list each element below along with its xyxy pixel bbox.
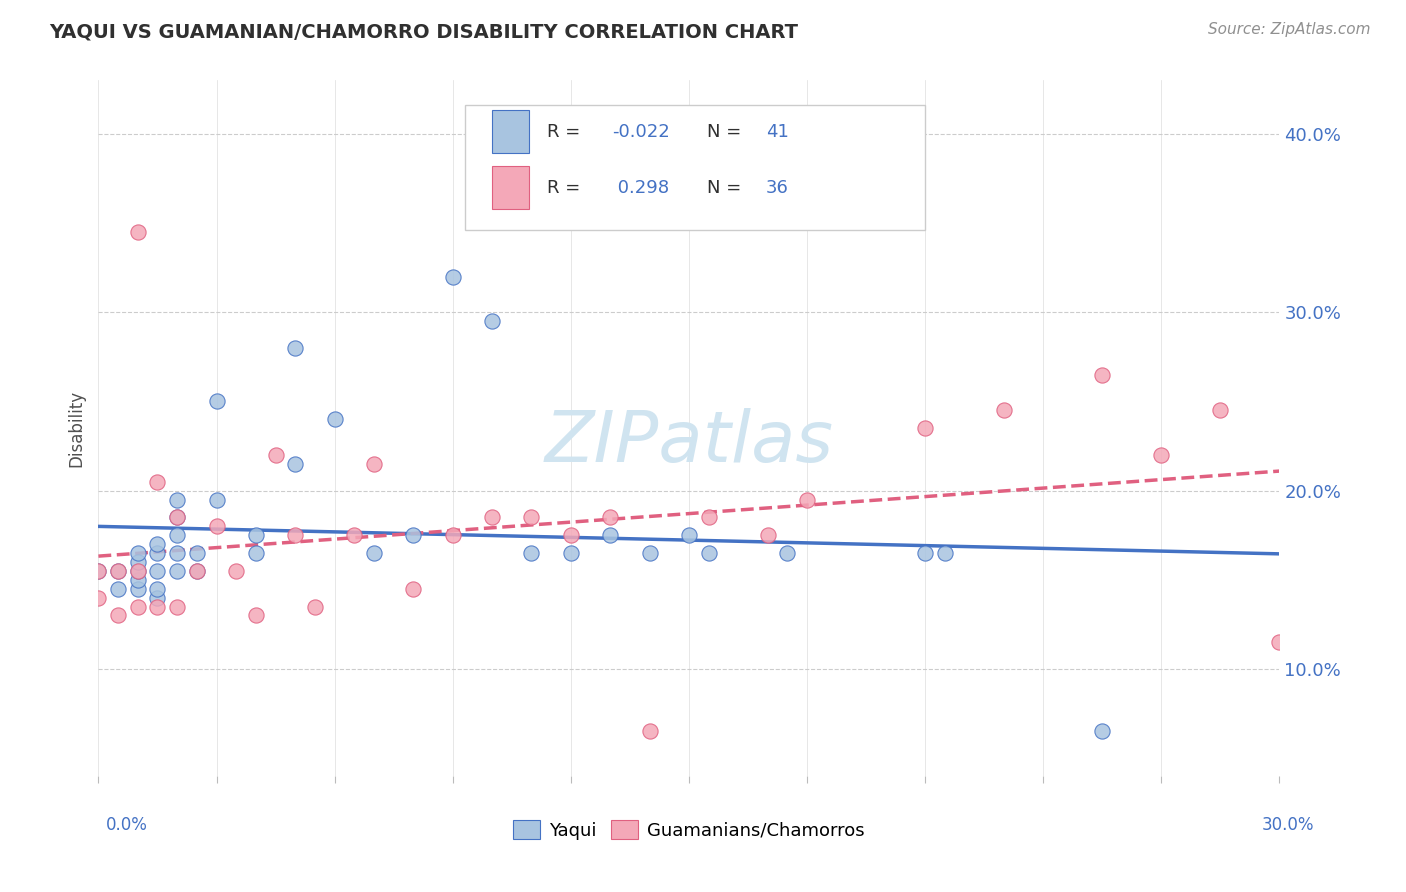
Point: [264, 448, 287, 462]
Point: [914, 421, 936, 435]
Point: [599, 510, 621, 524]
Point: [697, 510, 720, 524]
Point: [441, 528, 464, 542]
Point: [166, 510, 188, 524]
Text: -0.022: -0.022: [612, 123, 669, 142]
Point: [560, 528, 582, 542]
Point: [127, 555, 149, 569]
Point: [284, 528, 307, 542]
Point: [697, 546, 720, 560]
FancyBboxPatch shape: [464, 104, 925, 230]
Point: [1091, 368, 1114, 382]
Point: [146, 591, 169, 605]
Point: [107, 608, 129, 623]
Point: [146, 582, 169, 596]
Point: [87, 564, 110, 578]
Point: [127, 573, 149, 587]
Point: [560, 546, 582, 560]
Point: [323, 412, 346, 426]
Point: [127, 546, 149, 560]
Point: [284, 457, 307, 471]
Text: R =: R =: [547, 123, 586, 142]
Bar: [492, 166, 530, 209]
Point: [402, 582, 425, 596]
Point: [520, 546, 543, 560]
Point: [1091, 724, 1114, 739]
Point: [245, 608, 267, 623]
Point: [914, 546, 936, 560]
Point: [520, 510, 543, 524]
Point: [186, 546, 208, 560]
Point: [146, 599, 169, 614]
Text: Source: ZipAtlas.com: Source: ZipAtlas.com: [1208, 22, 1371, 37]
Text: 0.0%: 0.0%: [105, 816, 148, 834]
Point: [205, 519, 228, 533]
Point: [796, 492, 818, 507]
Point: [107, 582, 129, 596]
Point: [363, 457, 385, 471]
Point: [127, 582, 149, 596]
Point: [87, 564, 110, 578]
Text: N =: N =: [707, 179, 747, 197]
Point: [146, 546, 169, 560]
Text: YAQUI VS GUAMANIAN/CHAMORRO DISABILITY CORRELATION CHART: YAQUI VS GUAMANIAN/CHAMORRO DISABILITY C…: [49, 22, 799, 41]
Point: [245, 528, 267, 542]
Point: [186, 564, 208, 578]
Legend: Yaqui, Guamanians/Chamorros: Yaqui, Guamanians/Chamorros: [506, 814, 872, 847]
Point: [166, 492, 188, 507]
Text: 41: 41: [766, 123, 789, 142]
Point: [245, 546, 267, 560]
Point: [993, 403, 1015, 417]
Bar: [492, 111, 530, 153]
Text: 30.0%: 30.0%: [1263, 816, 1315, 834]
Text: 0.298: 0.298: [612, 179, 669, 197]
Point: [441, 269, 464, 284]
Point: [638, 546, 661, 560]
Point: [1209, 403, 1232, 417]
Text: R =: R =: [547, 179, 586, 197]
Point: [107, 564, 129, 578]
Text: N =: N =: [707, 123, 747, 142]
Point: [1268, 635, 1291, 649]
Point: [146, 475, 169, 489]
Text: ZIPatlas: ZIPatlas: [544, 408, 834, 476]
Point: [127, 564, 149, 578]
Point: [304, 599, 326, 614]
Point: [402, 528, 425, 542]
Point: [363, 546, 385, 560]
Point: [146, 537, 169, 551]
Point: [166, 528, 188, 542]
Point: [166, 510, 188, 524]
Point: [284, 341, 307, 355]
Point: [205, 394, 228, 409]
Point: [127, 225, 149, 239]
Point: [599, 528, 621, 542]
Point: [166, 546, 188, 560]
Point: [87, 591, 110, 605]
Point: [776, 546, 799, 560]
Point: [638, 724, 661, 739]
Point: [186, 564, 208, 578]
Point: [166, 564, 188, 578]
Point: [166, 599, 188, 614]
Point: [678, 528, 700, 542]
Point: [481, 314, 503, 328]
Text: 36: 36: [766, 179, 789, 197]
Point: [127, 599, 149, 614]
Point: [481, 510, 503, 524]
Point: [934, 546, 956, 560]
Point: [343, 528, 366, 542]
Point: [1150, 448, 1173, 462]
Point: [756, 528, 779, 542]
Y-axis label: Disability: Disability: [67, 390, 86, 467]
Point: [146, 564, 169, 578]
Point: [225, 564, 247, 578]
Point: [205, 492, 228, 507]
Point: [127, 564, 149, 578]
Point: [107, 564, 129, 578]
